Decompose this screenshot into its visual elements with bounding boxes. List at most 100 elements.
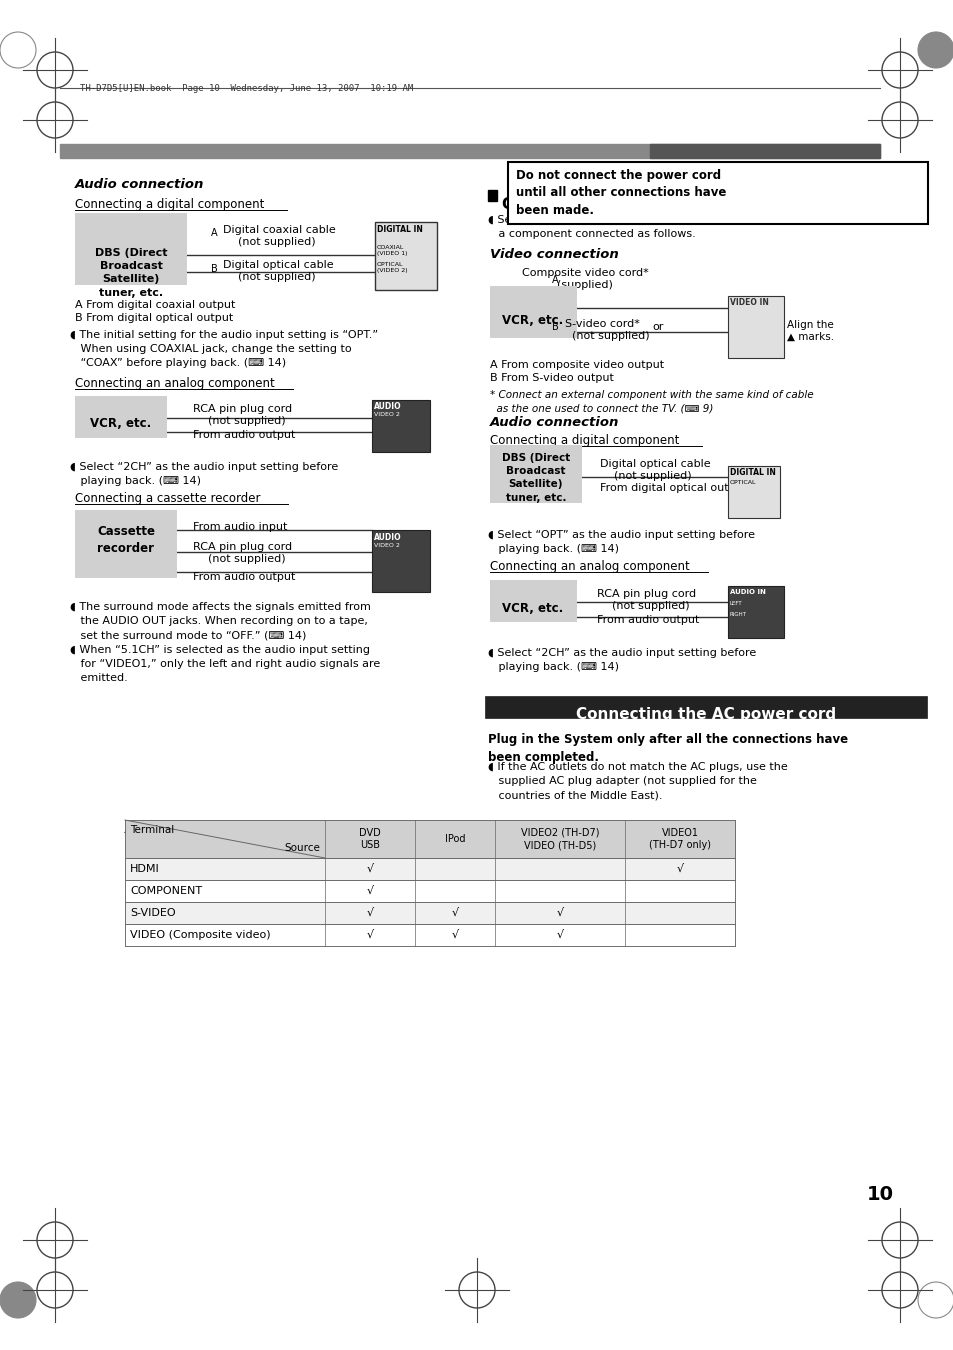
- Text: Connecting a digital component: Connecting a digital component: [490, 433, 679, 447]
- Bar: [75, 510, 177, 578]
- Text: VCR, etc.: VCR, etc.: [502, 602, 563, 616]
- Bar: [125, 923, 734, 946]
- Text: Connecting the AC power cord: Connecting the AC power cord: [576, 707, 835, 722]
- Text: VIDEO 2: VIDEO 2: [374, 412, 399, 417]
- Text: √: √: [451, 909, 458, 918]
- Bar: [375, 221, 436, 290]
- Text: Video connection: Video connection: [490, 248, 618, 261]
- Text: OPTICAL: OPTICAL: [729, 481, 756, 485]
- Text: √: √: [556, 930, 563, 940]
- Text: Digital coaxial cable: Digital coaxial cable: [223, 225, 335, 235]
- Text: √: √: [366, 864, 374, 873]
- Text: From audio output: From audio output: [597, 616, 699, 625]
- Text: Terminal: Terminal: [130, 825, 174, 836]
- Text: Cassette
recorder: Cassette recorder: [97, 525, 154, 555]
- Bar: [727, 296, 783, 358]
- Text: A: A: [552, 275, 558, 285]
- Text: B From digital optical output: B From digital optical output: [75, 313, 233, 323]
- Circle shape: [0, 1282, 36, 1318]
- Text: √: √: [451, 930, 458, 940]
- Bar: [727, 586, 783, 639]
- Text: From audio output: From audio output: [193, 431, 295, 440]
- Text: VCR, etc.: VCR, etc.: [502, 315, 563, 327]
- Text: COMPONENT: COMPONENT: [130, 886, 202, 896]
- Text: VIDEO (Composite video): VIDEO (Composite video): [130, 930, 271, 940]
- Text: ◖ When “5.1CH” is selected as the audio input setting
   for “VIDEO1,” only the : ◖ When “5.1CH” is selected as the audio …: [70, 645, 380, 683]
- Text: A From digital coaxial output: A From digital coaxial output: [75, 300, 235, 310]
- Bar: [488, 190, 497, 201]
- Text: AUDIO: AUDIO: [374, 402, 401, 410]
- Text: √: √: [556, 909, 563, 918]
- Text: √: √: [366, 886, 374, 896]
- Text: ◖ The initial setting for the audio input setting is “OPT.”
   When using COAXIA: ◖ The initial setting for the audio inpu…: [70, 329, 377, 369]
- Bar: [372, 531, 430, 593]
- Bar: [649, 144, 879, 158]
- Text: RCA pin plug cord: RCA pin plug cord: [597, 589, 696, 599]
- Text: Source: Source: [284, 842, 319, 853]
- Text: AUDIO: AUDIO: [374, 533, 401, 541]
- Text: RIGHT: RIGHT: [729, 612, 746, 617]
- Text: DIGITAL IN: DIGITAL IN: [376, 225, 422, 234]
- Text: (not supplied): (not supplied): [612, 601, 689, 612]
- Text: Audio connection: Audio connection: [490, 416, 618, 429]
- Text: √: √: [366, 909, 374, 918]
- Bar: [507, 162, 927, 224]
- Text: Audio connection: Audio connection: [75, 178, 204, 190]
- Text: Do not connect the power cord
until all other connections have
been made.: Do not connect the power cord until all …: [516, 170, 725, 216]
- Text: From digital optical output: From digital optical output: [599, 483, 746, 493]
- Text: Available video output terminals for each source: Available video output terminals for eac…: [125, 824, 448, 836]
- Text: (not supplied): (not supplied): [614, 471, 691, 481]
- Text: Digital optical cable: Digital optical cable: [223, 261, 334, 270]
- Text: * Connect an external component with the same kind of cable
  as the one used to: * Connect an external component with the…: [490, 390, 813, 413]
- Text: DBS (Direct
Broadcast
Satellite)
tuner, etc.: DBS (Direct Broadcast Satellite) tuner, …: [501, 454, 570, 502]
- Text: OPTICAL
(VIDEO 2): OPTICAL (VIDEO 2): [376, 262, 407, 273]
- Text: (supplied): (supplied): [557, 279, 612, 290]
- Bar: [125, 859, 734, 880]
- Text: RCA pin plug cord: RCA pin plug cord: [193, 404, 292, 414]
- Text: HDMI: HDMI: [130, 864, 159, 873]
- Bar: [125, 880, 734, 902]
- Text: VIDEO1
(TH-D7 only): VIDEO1 (TH-D7 only): [648, 828, 710, 850]
- Bar: [490, 446, 581, 504]
- Text: From audio input: From audio input: [193, 522, 287, 532]
- Bar: [75, 213, 187, 285]
- Text: (not supplied): (not supplied): [237, 271, 315, 282]
- Text: VCR, etc.: VCR, etc.: [91, 417, 152, 431]
- Text: S-VIDEO: S-VIDEO: [130, 909, 175, 918]
- Text: DVD
USB: DVD USB: [358, 828, 380, 850]
- Text: AUDIO IN: AUDIO IN: [729, 589, 765, 595]
- Bar: [490, 580, 577, 622]
- Text: ◖ Select “VIDEO” as the source (⌨ 12) for playing
   a component connected as fo: ◖ Select “VIDEO” as the source (⌨ 12) fo…: [488, 215, 769, 239]
- Text: S-video cord*: S-video cord*: [564, 319, 639, 329]
- Text: (not supplied): (not supplied): [572, 331, 649, 342]
- Text: Digital optical cable: Digital optical cable: [599, 459, 710, 468]
- Text: ◖ Select “OPT” as the audio input setting before
   playing back. (⌨ 14): ◖ Select “OPT” as the audio input settin…: [488, 531, 754, 554]
- Text: B: B: [211, 265, 217, 274]
- Text: (not supplied): (not supplied): [208, 554, 285, 564]
- Text: RCA pin plug cord: RCA pin plug cord: [193, 541, 292, 552]
- Text: VIDEO IN: VIDEO IN: [729, 298, 768, 306]
- Text: or: or: [652, 323, 663, 332]
- Bar: [75, 396, 167, 437]
- Text: DBS (Direct
Broadcast
Satellite)
tuner, etc.: DBS (Direct Broadcast Satellite) tuner, …: [94, 248, 167, 297]
- Text: VIDEO 2: VIDEO 2: [374, 543, 399, 548]
- Circle shape: [917, 32, 953, 68]
- Text: LEFT: LEFT: [729, 601, 741, 606]
- Text: From audio output: From audio output: [193, 572, 295, 582]
- Text: COAXIAL
(VIDEO 1): COAXIAL (VIDEO 1): [376, 244, 407, 255]
- Bar: [372, 400, 430, 452]
- Text: Connecting a digital component: Connecting a digital component: [75, 198, 264, 211]
- Text: ◖ The surround mode affects the signals emitted from
   the AUDIO OUT jacks. Whe: ◖ The surround mode affects the signals …: [70, 602, 371, 640]
- Bar: [490, 286, 577, 338]
- Text: B: B: [552, 323, 558, 332]
- Bar: [125, 902, 734, 923]
- Text: B From S-video output: B From S-video output: [490, 373, 613, 383]
- Text: Connecting a cassette recorder: Connecting a cassette recorder: [75, 491, 260, 505]
- Text: (not supplied): (not supplied): [237, 238, 315, 247]
- Text: TH-D7D5[U]EN.book  Page 10  Wednesday, June 13, 2007  10:19 AM: TH-D7D5[U]EN.book Page 10 Wednesday, Jun…: [80, 84, 413, 93]
- Bar: [60, 144, 879, 158]
- Text: DIGITAL IN: DIGITAL IN: [729, 468, 775, 477]
- Text: IPod: IPod: [444, 834, 465, 844]
- Text: A From composite video output: A From composite video output: [490, 360, 663, 370]
- Text: Connection for “VIDEO”—TH-D5: Connection for “VIDEO”—TH-D5: [501, 197, 774, 212]
